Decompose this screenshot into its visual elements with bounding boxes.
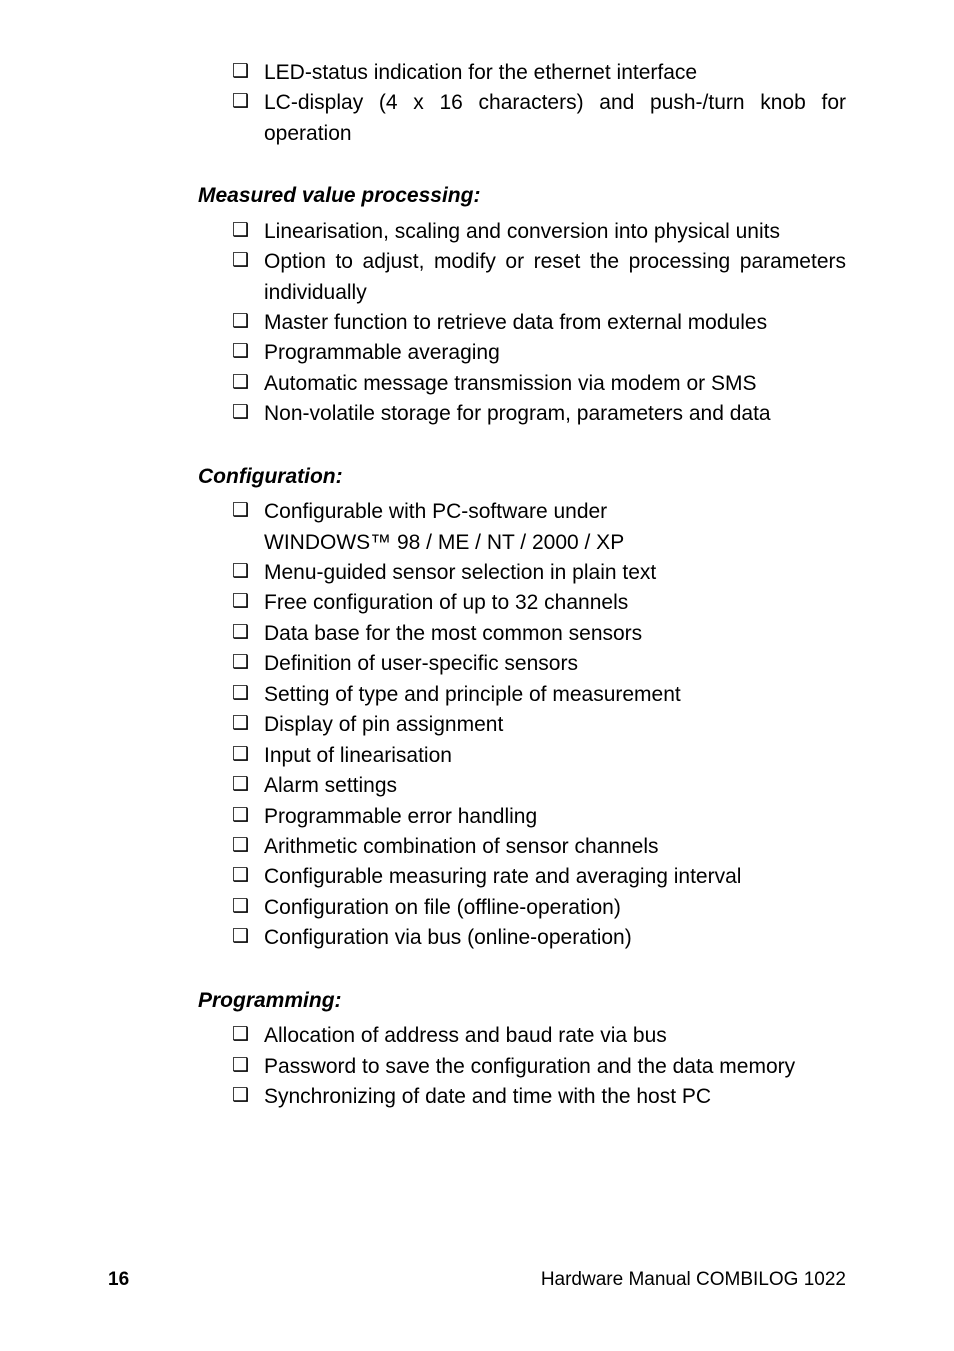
list-item: Synchronizing of date and time with the …	[232, 1082, 846, 1112]
list-item: Linearisation, scaling and conversion in…	[232, 217, 846, 247]
list-item: Master function to retrieve data from ex…	[232, 308, 846, 338]
list-item: Option to adjust, modify or reset the pr…	[232, 247, 846, 308]
list-item: Configurable measuring rate and averagin…	[232, 862, 846, 892]
programming-list: Allocation of address and baud rate via …	[198, 1021, 846, 1112]
list-item-line1: Configurable with PC-software under	[264, 500, 607, 523]
list-item: Password to save the configuration and t…	[232, 1052, 846, 1082]
list-item: Data base for the most common sensors	[232, 619, 846, 649]
list-item: Programmable error handling	[232, 802, 846, 832]
list-item: Input of linearisation	[232, 741, 846, 771]
list-item: Automatic message transmission via modem…	[232, 369, 846, 399]
page-number: 16	[108, 1269, 129, 1291]
list-item: LED-status indication for the ethernet i…	[232, 58, 846, 88]
heading-configuration: Configuration:	[198, 462, 846, 491]
list-item: LC-display (4 x 16 characters) and push-…	[232, 88, 846, 149]
list-item-line2: WINDOWS™ 98 / ME / NT / 2000 / XP	[264, 528, 846, 558]
configuration-list: Configurable with PC-software under WIND…	[198, 497, 846, 954]
list-item: Programmable averaging	[232, 338, 846, 368]
list-item: Alarm settings	[232, 771, 846, 801]
list-item: Free configuration of up to 32 channels	[232, 588, 846, 618]
list-item: Non-volatile storage for program, parame…	[232, 399, 846, 429]
heading-programming: Programming:	[198, 986, 846, 1015]
list-item: Menu-guided sensor selection in plain te…	[232, 558, 846, 588]
list-item: Display of pin assignment	[232, 710, 846, 740]
list-item: Definition of user-specific sensors	[232, 649, 846, 679]
list-item: Allocation of address and baud rate via …	[232, 1021, 846, 1051]
list-item: Arithmetic combination of sensor channel…	[232, 832, 846, 862]
list-item: Configurable with PC-software under WIND…	[232, 497, 846, 558]
list-item: Configuration via bus (online-operation)	[232, 923, 846, 953]
measured-value-list: Linearisation, scaling and conversion in…	[198, 217, 846, 430]
top-list: LED-status indication for the ethernet i…	[198, 58, 846, 149]
page-content: LED-status indication for the ethernet i…	[0, 0, 954, 1112]
heading-measured-value: Measured value processing:	[198, 181, 846, 210]
list-item: Setting of type and principle of measure…	[232, 680, 846, 710]
list-item: Configuration on file (offline-operation…	[232, 893, 846, 923]
page-footer: 16 Hardware Manual COMBILOG 1022	[0, 1269, 954, 1291]
doc-title: Hardware Manual COMBILOG 1022	[541, 1269, 846, 1291]
